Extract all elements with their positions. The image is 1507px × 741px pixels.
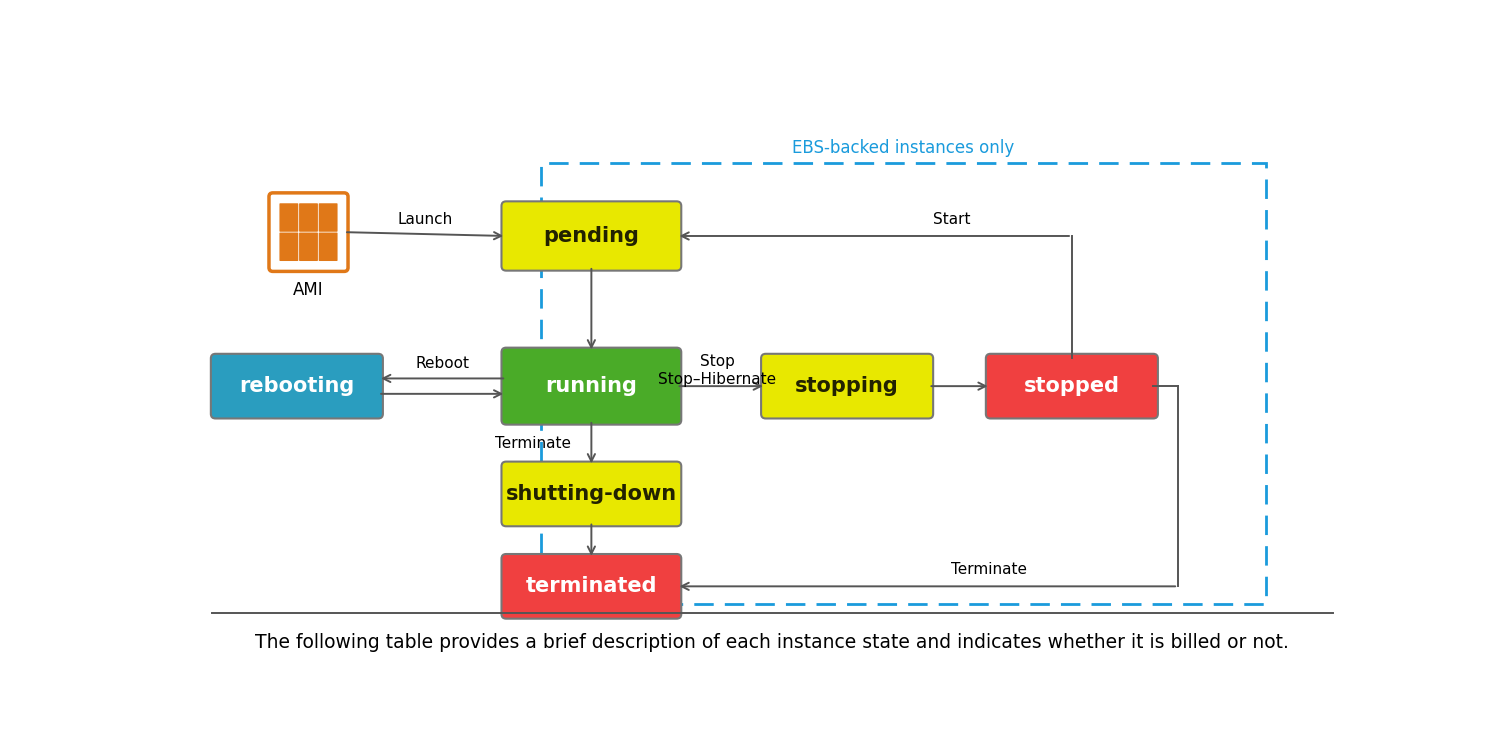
Text: Reboot: Reboot <box>416 356 469 370</box>
Text: EBS-backed instances only: EBS-backed instances only <box>793 139 1014 157</box>
FancyBboxPatch shape <box>318 233 338 261</box>
FancyBboxPatch shape <box>298 203 318 232</box>
Text: Start: Start <box>933 211 971 227</box>
Text: terminated: terminated <box>526 576 657 597</box>
Text: Terminate: Terminate <box>496 436 571 451</box>
FancyBboxPatch shape <box>502 348 681 425</box>
FancyBboxPatch shape <box>986 353 1157 419</box>
FancyBboxPatch shape <box>211 353 383 419</box>
Text: Stop: Stop <box>699 354 735 369</box>
Text: Stop–Hibernate: Stop–Hibernate <box>659 373 776 388</box>
Text: The following table provides a brief description of each instance state and indi: The following table provides a brief des… <box>255 633 1290 652</box>
Bar <box>541 163 1266 604</box>
FancyBboxPatch shape <box>298 233 318 261</box>
FancyBboxPatch shape <box>502 554 681 619</box>
FancyBboxPatch shape <box>268 193 348 271</box>
Text: Launch: Launch <box>398 213 452 227</box>
Text: AMI: AMI <box>294 282 324 299</box>
Text: stopping: stopping <box>796 376 900 396</box>
FancyBboxPatch shape <box>761 353 933 419</box>
Text: stopped: stopped <box>1023 376 1120 396</box>
FancyBboxPatch shape <box>502 462 681 526</box>
Text: Terminate: Terminate <box>951 562 1028 577</box>
FancyBboxPatch shape <box>279 203 298 232</box>
Text: shutting-down: shutting-down <box>506 484 677 504</box>
FancyBboxPatch shape <box>502 202 681 270</box>
Text: pending: pending <box>544 226 639 246</box>
Text: rebooting: rebooting <box>240 376 354 396</box>
FancyBboxPatch shape <box>279 233 298 261</box>
Text: running: running <box>546 376 637 396</box>
FancyBboxPatch shape <box>318 203 338 232</box>
